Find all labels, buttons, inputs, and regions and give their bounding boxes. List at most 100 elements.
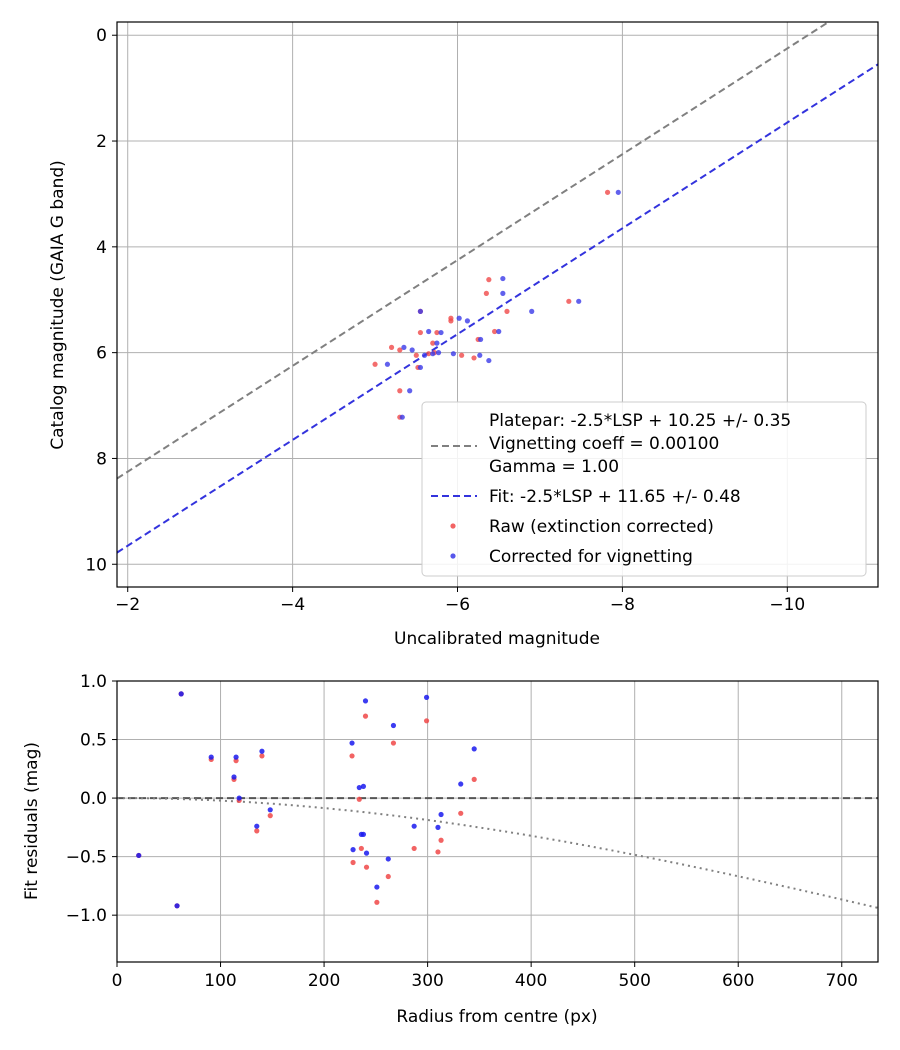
bottom-x-tick-label: 300	[411, 971, 443, 991]
top-data-point	[430, 340, 436, 346]
top-x-tick-label: −10	[769, 595, 805, 615]
bottom-y-tick-label: 0.0	[80, 789, 107, 809]
legend-gamma-label: Gamma = 1.00	[489, 457, 619, 477]
top-y-tick-label: 2	[96, 132, 107, 152]
bottom-chart: 0 100 200 300 400 500 600 7001.00.50.0−0.5−1.0 …	[22, 672, 879, 1027]
top-legend: Platepar: -2.5*LSP + 10.25 +/- 0.35 Vign…	[421, 401, 867, 577]
top-data-point	[384, 361, 391, 367]
bottom-data-point	[363, 864, 370, 870]
bottom-x-axis-label: Radius from centre (px)	[396, 1007, 597, 1027]
top-data-point	[426, 351, 432, 357]
top-data-point	[459, 352, 465, 358]
top-data-point	[566, 298, 572, 304]
top-scatter-points	[372, 189, 621, 420]
bottom-data-point	[458, 781, 464, 787]
top-data-point	[426, 328, 432, 335]
bottom-data-point	[385, 856, 391, 862]
bottom-vignetting-curve	[117, 797, 879, 909]
bottom-data-point	[471, 776, 477, 782]
top-data-point	[492, 328, 498, 335]
top-x-tick-label: −4	[280, 595, 305, 615]
top-x-tick-label: −8	[610, 595, 635, 615]
top-data-point	[504, 308, 510, 314]
bottom-data-point	[236, 795, 242, 801]
top-chart: −2 −4 −6 −8 −10 0 2 4 6 8 10 Uncalibrated magnitud…	[48, 21, 879, 649]
bottom-y-tick-label: 0.5	[80, 731, 107, 751]
bottom-data-point	[267, 813, 273, 819]
bottom-data-point	[259, 753, 265, 759]
top-data-point	[397, 347, 403, 353]
top-data-point	[438, 329, 444, 336]
top-fit-line	[117, 63, 878, 554]
bottom-data-point	[471, 746, 477, 752]
top-data-point	[388, 344, 395, 350]
top-y-tick-label: 10	[85, 555, 107, 575]
bottom-data-point	[360, 783, 367, 789]
bottom-data-point	[349, 740, 355, 746]
bottom-x-tick-label: 700	[826, 971, 858, 991]
bottom-y-tick-label: −1.0	[66, 906, 107, 926]
top-x-tick-label: −2	[115, 595, 140, 615]
top-data-point	[401, 344, 407, 350]
top-data-point	[456, 315, 462, 321]
top-x-axis-label: Uncalibrated magnitude	[394, 629, 600, 649]
top-data-point	[397, 388, 403, 394]
top-data-point	[464, 318, 471, 324]
legend-raw-label: Raw (extinction corrected)	[489, 517, 714, 537]
bottom-tick-labels: 0 100 200 300 400 500 600 700 1.0 0.5 0.0 −0.5 −1.0	[66, 672, 858, 991]
bottom-x-tick-label: 200	[308, 971, 340, 991]
bottom-data-point	[208, 754, 214, 760]
bottom-data-point	[362, 698, 369, 704]
bottom-data-point	[178, 691, 184, 697]
legend-corrected-marker-icon	[450, 553, 456, 559]
bottom-data-point	[267, 807, 273, 813]
bottom-data-point	[362, 713, 369, 719]
bottom-data-point	[385, 873, 391, 880]
top-data-point	[477, 352, 483, 358]
bottom-y-tick-label: 1.0	[80, 672, 107, 692]
bottom-data-point	[136, 852, 142, 859]
top-data-point	[435, 350, 442, 356]
top-x-tick-label: −6	[445, 595, 470, 615]
top-data-point	[417, 308, 424, 314]
bottom-x-tick-label: 600	[722, 971, 754, 991]
top-data-point	[483, 290, 489, 296]
top-data-point	[448, 318, 454, 324]
bottom-data-point	[350, 859, 356, 866]
top-data-point	[413, 352, 419, 358]
bottom-x-tick-label: 400	[515, 971, 547, 991]
top-data-point	[407, 388, 413, 394]
legend-frame	[421, 401, 867, 577]
top-y-axis-label: Catalog magnitude (GAIA G band)	[48, 160, 68, 450]
top-data-point	[450, 351, 456, 357]
top-data-point	[486, 277, 492, 283]
bottom-data-point	[411, 823, 417, 829]
top-data-point	[604, 189, 611, 195]
bottom-data-point	[363, 850, 370, 856]
top-y-tick-label: 8	[96, 449, 107, 469]
top-data-point	[500, 290, 506, 296]
top-data-point	[430, 351, 436, 357]
bottom-data-point	[374, 884, 380, 890]
top-y-tick-label: 6	[96, 344, 107, 364]
bottom-data-point	[349, 753, 355, 759]
bottom-x-tick-label: 0	[112, 971, 123, 991]
bottom-data-point	[435, 849, 441, 855]
bottom-data-point	[435, 824, 441, 830]
bottom-data-point	[350, 847, 356, 853]
top-data-point	[477, 336, 484, 343]
bottom-data-point	[254, 823, 260, 829]
bottom-data-point	[374, 899, 380, 905]
bottom-scatter-points	[136, 691, 477, 909]
top-data-point	[486, 357, 492, 364]
bottom-reference-lines	[117, 797, 879, 909]
legend-corrected-label: Corrected for vignetting	[489, 547, 693, 567]
top-tick-labels: −2 −4 −6 −8 −10 0 2 4 6 8 10	[85, 26, 805, 615]
bottom-y-axis-label: Fit residuals (mag)	[22, 742, 42, 900]
bottom-data-point	[438, 811, 444, 818]
bottom-y-tick-label: −0.5	[66, 848, 107, 868]
bottom-grid	[116, 680, 878, 962]
top-data-point	[372, 361, 378, 367]
bottom-data-point	[390, 740, 397, 746]
